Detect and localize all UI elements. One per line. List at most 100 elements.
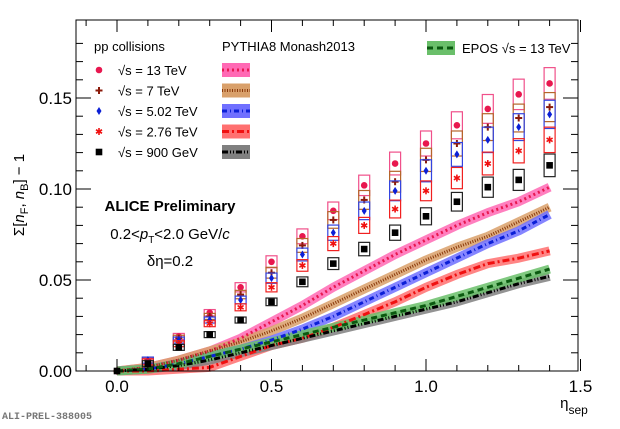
- model-line: [116, 274, 550, 373]
- systematic-box: [358, 241, 371, 257]
- marker-diamond: [454, 150, 460, 159]
- marker-diamond: [516, 123, 522, 132]
- marker-star-arm: [95, 129, 103, 134]
- systematic-box: [450, 166, 463, 190]
- systematic-box: [543, 153, 556, 178]
- model-lines: [116, 185, 551, 373]
- marker-cross: [546, 103, 554, 111]
- marker-star-arm: [298, 262, 306, 268]
- marker-diamond: [392, 186, 398, 195]
- x-axis-label: ηsep: [560, 395, 588, 417]
- marker-diamond: [330, 228, 336, 237]
- systematic-box: [296, 247, 309, 262]
- marker-diamond: [485, 135, 491, 144]
- systematic-box: [296, 259, 309, 272]
- marker-diamond: [238, 296, 244, 305]
- marker-square: [422, 213, 430, 220]
- marker-star: [268, 283, 275, 291]
- marker-circle: [422, 140, 430, 147]
- systematic-box: [512, 138, 525, 164]
- marker-star: [453, 174, 461, 182]
- systematic-box: [543, 67, 556, 100]
- systematic-box: [543, 99, 556, 130]
- legend-model-swatch: [222, 124, 250, 139]
- marker-star: [422, 187, 430, 195]
- marker-square: [237, 316, 244, 324]
- x-tick-label: 0.0: [105, 377, 129, 396]
- systematic-box: [234, 303, 247, 312]
- legend-entry-label: √s = 5.02 TeV: [118, 104, 198, 119]
- systematic-box: [450, 141, 463, 167]
- marker-square: [453, 198, 461, 206]
- data-points: [113, 67, 556, 375]
- figure-id-label: ALI-PREL-388005: [2, 412, 93, 423]
- marker-star: [515, 147, 523, 155]
- y-tick-label: 0.00: [39, 362, 72, 381]
- systematic-box: [419, 159, 433, 183]
- marker-star-arm: [268, 284, 275, 290]
- marker-star-arm: [206, 321, 214, 327]
- marker-circle: [391, 160, 399, 167]
- systematic-box: [296, 276, 309, 288]
- marker-square: [144, 360, 152, 368]
- marker-square: [546, 162, 553, 169]
- marker-star: [484, 160, 492, 168]
- marker-star-arm: [515, 148, 523, 154]
- marker-star: [329, 240, 337, 248]
- systematic-box: [481, 176, 494, 198]
- legend-epos-label: EPOS √s = 13 TeV: [462, 41, 571, 56]
- marker-square: [268, 298, 275, 306]
- marker-circle: [95, 66, 103, 74]
- marker-star-arm: [546, 137, 554, 143]
- legend-data-header: pp collisions: [94, 39, 165, 54]
- model-line: [116, 205, 551, 373]
- marker-circle: [546, 80, 553, 87]
- x-tick-label: 0.5: [260, 377, 284, 396]
- marker-star-arm: [422, 188, 430, 194]
- axes: 0.0 0.5 1.0 1.5 0.00 0.05 0.10 0.15: [39, 20, 592, 396]
- systematic-box: [481, 93, 494, 124]
- y-tick-label: 0.15: [39, 89, 72, 108]
- systematic-box: [265, 282, 278, 293]
- systematic-box: [358, 216, 371, 235]
- marker-circle: [268, 258, 275, 266]
- marker-star: [95, 128, 103, 135]
- marker-square: [175, 344, 183, 351]
- marker-star: [360, 221, 368, 229]
- y-tick-label: 0.05: [39, 271, 72, 290]
- marker-diamond: [361, 206, 367, 215]
- deta-label: δη=0.2: [147, 253, 193, 270]
- marker-star: [237, 303, 245, 311]
- systematic-box: [481, 151, 494, 176]
- y-axis-label: Σ[nF, nB] − 1: [11, 154, 31, 236]
- model-line: [117, 249, 550, 373]
- systematic-box: [512, 78, 525, 111]
- systematic-box: [389, 224, 402, 241]
- model-line: [116, 267, 551, 373]
- legend-entry-label: √s = 900 GeV: [118, 145, 198, 160]
- marker-square: [515, 176, 522, 184]
- marker-square: [391, 229, 399, 236]
- marker-star: [298, 261, 306, 269]
- marker-star-arm: [329, 241, 337, 247]
- systematic-box: [450, 191, 463, 212]
- systematic-box: [327, 235, 340, 252]
- marker-diamond: [96, 107, 102, 115]
- systematic-box: [419, 130, 433, 157]
- systematic-box: [358, 174, 371, 197]
- pt-range-label: 0.2<pT<2.0 GeV/c: [110, 226, 230, 246]
- systematic-box: [512, 113, 525, 142]
- systematic-box: [358, 201, 371, 221]
- marker-circle: [515, 91, 522, 98]
- legend-entry-label: √s = 13 TeV: [118, 63, 187, 78]
- plot-frame: [75, 19, 579, 372]
- marker-star-arm: [484, 161, 492, 166]
- marker-star: [206, 320, 214, 328]
- systematic-box: [265, 297, 278, 307]
- legend-entry-label: √s = 7 TeV: [118, 84, 180, 99]
- marker-circle: [330, 207, 337, 215]
- marker-cross: [329, 216, 337, 224]
- marker-circle: [206, 309, 213, 317]
- systematic-box: [327, 211, 340, 229]
